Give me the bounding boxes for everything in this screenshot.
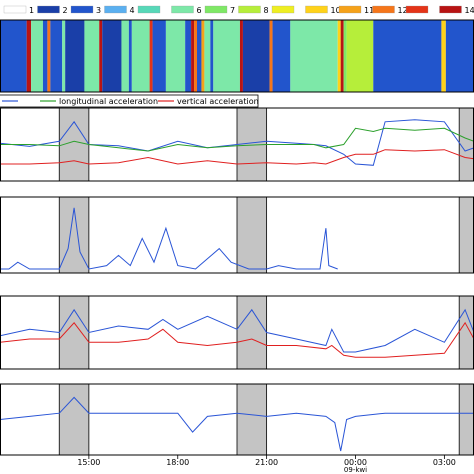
shaded-region: [458, 107, 474, 182]
x-axis: 15:00 18:00 21:00 00:00 03:00 09-kwi: [77, 455, 456, 474]
legend-swatch-10: [305, 5, 328, 14]
state-segment: [340, 20, 344, 92]
state-segment: [131, 20, 150, 92]
x-tick-label: 15:00: [77, 458, 100, 467]
state-segment: [65, 20, 85, 92]
legend-label-6: 6: [197, 6, 202, 15]
state-segment: [346, 20, 374, 92]
x-tick-label: 03:00: [433, 458, 456, 467]
x-tick-label: 00:00: [344, 458, 367, 467]
panel-4: [0, 383, 474, 456]
state-segment: [191, 20, 195, 92]
state-segment: [445, 20, 474, 92]
state-segment: [210, 20, 214, 92]
state-segment: [102, 20, 122, 92]
legend-swatch-12: [372, 5, 395, 14]
state-segment: [343, 20, 347, 92]
legend-label-7: 7: [230, 6, 235, 15]
shaded-region: [236, 295, 268, 370]
legend-swatch-6: [171, 5, 194, 14]
state-segment: [31, 20, 43, 92]
state-segment: [213, 20, 240, 92]
accel-legend-label-1: longitudinal acceleration: [59, 97, 158, 106]
state-segment: [99, 20, 103, 92]
state-segment: [62, 20, 66, 92]
state-segment: [373, 20, 442, 92]
series-line: [0, 396, 474, 452]
state-segment: [0, 20, 27, 92]
state-segment: [269, 20, 273, 92]
state-segment: [239, 20, 243, 92]
state-segment: [84, 20, 100, 92]
legend-swatch-8: [238, 5, 261, 14]
legend-swatch-2: [37, 5, 60, 14]
series-line: [0, 321, 474, 358]
legend-swatch-7: [204, 5, 228, 14]
legend-label-8: 8: [264, 6, 269, 15]
state-segment: [204, 20, 211, 92]
series-line: [0, 308, 474, 353]
state-segment: [128, 20, 132, 92]
legend-swatch-3: [70, 5, 94, 14]
legend-swatch-11: [338, 5, 362, 14]
series-line: [0, 127, 474, 152]
panel-1: [0, 107, 474, 182]
state-segment: [197, 20, 202, 92]
legend-swatch-9: [271, 5, 295, 14]
state-segment: [242, 20, 270, 92]
shaded-region: [458, 383, 474, 456]
accel-legend-label-2: vertical acceleration: [177, 97, 259, 106]
series-line: [0, 207, 338, 270]
shaded-region: [58, 383, 90, 456]
legend-label-3: 3: [96, 6, 101, 15]
state-segment: [152, 20, 166, 92]
state-segment: [121, 20, 129, 92]
state-segment: [201, 20, 205, 92]
x-tick-label: 18:00: [166, 458, 189, 467]
panel-3: [0, 295, 474, 370]
state-segment: [47, 20, 51, 92]
legend-label-10: 10: [331, 6, 341, 15]
x-date-label: 09-kwi: [344, 466, 367, 474]
state-timeline-bar: [0, 19, 474, 93]
state-segment: [194, 20, 198, 92]
legend-swatch-4: [104, 5, 127, 14]
series-line: [0, 119, 474, 166]
legend-label-4: 4: [130, 6, 135, 15]
shaded-region: [458, 196, 474, 274]
state-segment: [290, 20, 338, 92]
state-segment: [165, 20, 186, 92]
shaded-region: [58, 295, 90, 370]
legend-swatch-1: [3, 5, 27, 14]
acceleration-legend: longitudinal acceleration vertical accele…: [0, 94, 259, 108]
legend-swatch-13: [405, 5, 429, 14]
state-segment: [42, 20, 48, 92]
accel-legend-box: [0, 94, 259, 108]
x-tick-label: 21:00: [255, 458, 278, 467]
state-segment: [441, 20, 446, 92]
legend-swatch-14: [439, 5, 462, 14]
legend-label-1: 1: [29, 6, 34, 15]
legend-label-11: 11: [364, 6, 374, 15]
shaded-region: [458, 295, 474, 370]
state-segment: [185, 20, 192, 92]
legend-label-14: 14: [465, 6, 474, 15]
series-line: [0, 149, 474, 165]
shaded-region: [236, 196, 268, 274]
state-segment: [149, 20, 153, 92]
state-legend: 1 2 3 4 6 7 8 10 11 12 14: [3, 5, 474, 15]
shaded-region: [236, 383, 268, 456]
line-panels: [0, 107, 474, 456]
panel-2: [0, 196, 474, 274]
legend-label-12: 12: [398, 6, 408, 15]
state-segment: [337, 20, 341, 92]
state-segment: [26, 20, 32, 92]
legend-swatch-5: [137, 5, 161, 14]
state-segment: [272, 20, 291, 92]
legend-label-2: 2: [63, 6, 68, 15]
state-segment: [50, 20, 63, 92]
